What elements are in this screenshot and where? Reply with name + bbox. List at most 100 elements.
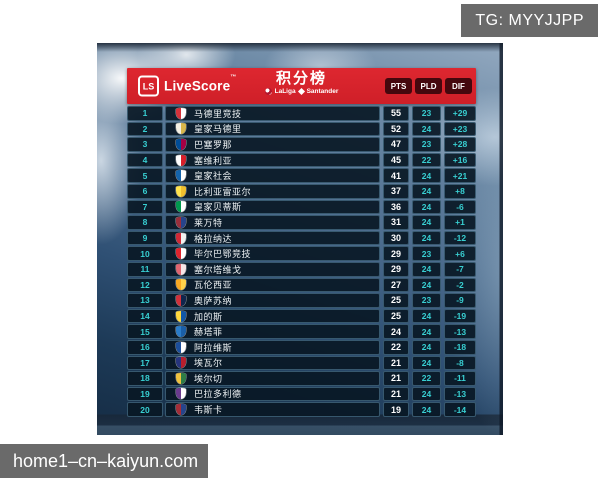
- table-row[interactable]: 7 皇家贝蒂斯 36 24 -6: [127, 199, 476, 215]
- dif-cell: -9: [444, 293, 476, 308]
- dif-cell: +1: [444, 215, 476, 230]
- pld-cell: 24: [412, 183, 441, 199]
- pts-cell: 55: [383, 106, 409, 121]
- team-name: 比利亚雷亚尔: [194, 186, 252, 197]
- team-badge-icon: [176, 310, 186, 322]
- rank-cell: 20: [127, 402, 163, 417]
- pts-cell: 21: [383, 371, 409, 386]
- table-row[interactable]: 12 瓦伦西亚 27 24 -2: [127, 277, 476, 293]
- team-name: 赫塔菲: [194, 327, 223, 338]
- team-name: 阿拉维斯: [194, 342, 233, 353]
- team-cell: 巴拉多利德: [165, 386, 380, 402]
- pts-cell: 27: [383, 277, 409, 293]
- team-badge-icon: [176, 232, 186, 244]
- pts-cell: 24: [383, 324, 409, 339]
- league-name: LaLiga: [274, 88, 296, 95]
- team-badge-icon: [176, 326, 186, 338]
- header-title-group: 积分榜 LaLiga Santander: [127, 70, 476, 96]
- pts-cell: 30: [383, 230, 409, 246]
- dif-cell: -11: [444, 371, 476, 386]
- sponsor-name: Santander: [306, 88, 339, 95]
- tg-channel-label: TG: MYYJJPP: [475, 11, 584, 29]
- table-row[interactable]: 20 韦斯卡 19 24 -14: [127, 402, 476, 417]
- table-row[interactable]: 2 皇家马德里 52 24 +23: [127, 121, 476, 137]
- pld-cell: 24: [412, 324, 441, 339]
- pld-cell: 22: [412, 152, 441, 168]
- team-cell: 埃尔切: [165, 371, 380, 386]
- team-cell: 奥萨苏纳: [165, 293, 380, 308]
- tg-channel-badge: TG: MYYJJPP: [461, 4, 598, 37]
- table-row[interactable]: 4 塞维利亚 45 22 +16: [127, 152, 476, 168]
- table-row[interactable]: 13 奥萨苏纳 25 23 -9: [127, 293, 476, 308]
- table-row[interactable]: 8 莱万特 31 24 +1: [127, 215, 476, 230]
- table-row[interactable]: 11 塞尔塔维戈 29 24 -7: [127, 261, 476, 277]
- pld-cell: 23: [412, 293, 441, 308]
- team-cell: 赫塔菲: [165, 324, 380, 339]
- pts-cell: 21: [383, 386, 409, 402]
- rank-cell: 12: [127, 277, 163, 293]
- team-name: 巴拉多利德: [194, 389, 242, 400]
- standings-panel: LS LiveScore™ 积分榜 LaLiga Santander PTS P…: [127, 68, 476, 418]
- rank-cell: 16: [127, 339, 163, 355]
- pts-cell: 29: [383, 261, 409, 277]
- column-header-group: PTS PLD DIF: [385, 78, 472, 94]
- team-badge-icon: [176, 201, 186, 213]
- team-cell: 皇家马德里: [165, 121, 380, 137]
- team-cell: 皇家社会: [165, 168, 380, 183]
- team-name: 奥萨苏纳: [194, 295, 233, 306]
- team-name: 马德里竞技: [194, 108, 242, 119]
- santander-logo-icon: [297, 87, 305, 96]
- table-row[interactable]: 16 阿拉维斯 22 24 -18: [127, 339, 476, 355]
- team-name: 巴塞罗那: [194, 139, 233, 150]
- pld-cell: 24: [412, 308, 441, 324]
- table-row[interactable]: 17 埃瓦尔 21 24 -8: [127, 355, 476, 371]
- pld-cell: 24: [412, 355, 441, 371]
- table-row[interactable]: 5 皇家社会 41 24 +21: [127, 168, 476, 183]
- rank-cell: 8: [127, 215, 163, 230]
- team-cell: 塞维利亚: [165, 152, 380, 168]
- team-name: 皇家马德里: [194, 124, 242, 135]
- table-row[interactable]: 14 加的斯 25 24 -19: [127, 308, 476, 324]
- table-row[interactable]: 15 赫塔菲 24 24 -13: [127, 324, 476, 339]
- team-cell: 阿拉维斯: [165, 339, 380, 355]
- pts-cell: 41: [383, 168, 409, 183]
- column-header-dif[interactable]: DIF: [445, 78, 472, 94]
- dif-cell: +21: [444, 168, 476, 183]
- dif-cell: -13: [444, 324, 476, 339]
- team-badge-icon: [176, 216, 186, 228]
- pts-cell: 52: [383, 121, 409, 137]
- column-header-pts[interactable]: PTS: [385, 78, 412, 94]
- team-badge-icon: [176, 107, 186, 119]
- pld-cell: 22: [412, 371, 441, 386]
- table-row[interactable]: 9 格拉纳达 30 24 -12: [127, 230, 476, 246]
- dif-cell: -12: [444, 230, 476, 246]
- rank-cell: 6: [127, 183, 163, 199]
- column-header-pld[interactable]: PLD: [415, 78, 442, 94]
- team-badge-icon: [176, 341, 186, 353]
- team-name: 埃尔切: [194, 373, 223, 384]
- team-badge-icon: [176, 372, 186, 384]
- rank-cell: 2: [127, 121, 163, 137]
- pld-cell: 23: [412, 137, 441, 152]
- livescore-monogram-icon: LS: [138, 75, 159, 97]
- rank-cell: 15: [127, 324, 163, 339]
- pld-cell: 24: [412, 261, 441, 277]
- pts-cell: 37: [383, 183, 409, 199]
- team-cell: 毕尔巴鄂竞技: [165, 246, 380, 261]
- laliga-logo-icon: [264, 88, 272, 95]
- team-badge-icon: [176, 154, 186, 166]
- team-name: 加的斯: [194, 311, 223, 322]
- table-row[interactable]: 6 比利亚雷亚尔 37 24 +8: [127, 183, 476, 199]
- table-row[interactable]: 10 毕尔巴鄂竞技 29 23 +6: [127, 246, 476, 261]
- table-row[interactable]: 3 巴塞罗那 47 23 +28: [127, 137, 476, 152]
- table-row[interactable]: 1 马德里竞技 55 23 +29: [127, 106, 476, 121]
- rank-cell: 4: [127, 152, 163, 168]
- rank-cell: 11: [127, 261, 163, 277]
- dif-cell: -13: [444, 386, 476, 402]
- league-subtitle: LaLiga Santander: [127, 87, 476, 96]
- table-row[interactable]: 19 巴拉多利德 21 24 -13: [127, 386, 476, 402]
- table-row[interactable]: 18 埃尔切 21 22 -11: [127, 371, 476, 386]
- pld-cell: 24: [412, 230, 441, 246]
- dif-cell: -2: [444, 277, 476, 293]
